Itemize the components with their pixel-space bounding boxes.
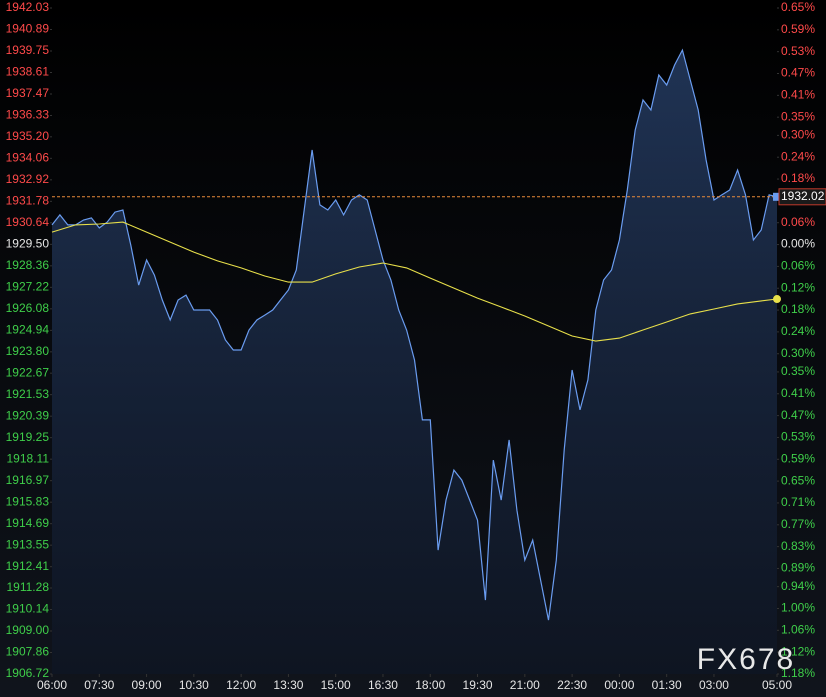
- y-tick-label: 1912.41: [6, 559, 50, 573]
- y2-tick-label: 0.06%: [781, 215, 815, 229]
- y2-tick-label: 0.24%: [781, 149, 815, 163]
- x-tick-label: 21:00: [510, 678, 540, 692]
- y2-tick-label: 0.71%: [781, 495, 815, 509]
- y-tick-label: 1915.83: [6, 494, 50, 508]
- y2-tick-label: 0.77%: [781, 517, 815, 531]
- x-tick-label: 18:00: [415, 678, 445, 692]
- y-tick-label: 1913.55: [6, 537, 50, 551]
- y2-tick-label: 0.53%: [781, 44, 815, 58]
- price-tag-box: [778, 188, 826, 206]
- y2-tick-label: 1.12%: [781, 644, 815, 658]
- y-tick-label: 1940.89: [6, 22, 50, 36]
- y2-tick-label: 0.47%: [781, 66, 815, 80]
- y-tick-label: 1937.47: [6, 86, 50, 100]
- y-tick-label: 1923.80: [6, 344, 50, 358]
- y2-tick-label: 0.41%: [781, 386, 815, 400]
- y-tick-label: 1918.11: [7, 451, 50, 465]
- y-tick-label: 1939.75: [6, 43, 50, 57]
- y-tick-label: 1922.67: [6, 365, 50, 379]
- line: [51, 221, 778, 342]
- x-tick-label: 01:30: [652, 678, 682, 692]
- y-tick-label: 1926.08: [6, 301, 50, 315]
- x-tick-label: 16:30: [368, 678, 398, 692]
- y-tick-label: 1914.69: [6, 516, 50, 530]
- y2-tick-label: 0.65%: [781, 473, 815, 487]
- last-point: [773, 295, 781, 304]
- y2-tick-label: 0.94%: [781, 579, 815, 593]
- y2-tick-label: 1.00%: [781, 601, 815, 615]
- y-tick-label: 1921.53: [6, 387, 50, 401]
- x-tick-label: 05:00: [762, 678, 792, 692]
- y-tick-label: 1929.50: [6, 237, 50, 251]
- line: [51, 48, 778, 621]
- x-tick-label: 22:30: [557, 678, 587, 692]
- x-tick-label: 07:30: [84, 678, 114, 692]
- y-tick-label: 1911.28: [7, 580, 50, 594]
- y2-tick-label: 0.59%: [781, 22, 815, 36]
- y2-tick-label: 0.06%: [781, 259, 815, 273]
- y-tick-label: 1919.25: [6, 430, 50, 444]
- y2-tick-label: 0.30%: [781, 346, 815, 360]
- x-tick-label: 06:00: [37, 678, 67, 692]
- last-point: [773, 192, 781, 201]
- y-tick-label: 1938.61: [6, 65, 50, 79]
- x-tick-label: 13:30: [273, 678, 303, 692]
- watermark: FX678: [697, 643, 795, 676]
- y-tick-label: 1916.97: [6, 473, 50, 487]
- y2-tick-label: 0.00%: [781, 237, 815, 251]
- y2-tick-label: 0.35%: [781, 109, 815, 123]
- y2-tick-label: 1.06%: [781, 622, 815, 636]
- y-tick-label: 1931.78: [6, 194, 50, 208]
- y2-tick-label: 0.83%: [781, 539, 815, 553]
- y-tick-label: 1935.20: [6, 129, 50, 143]
- y2-tick-label: 0.59%: [781, 451, 815, 465]
- y-tick-label: 1907.86: [6, 645, 50, 659]
- y2-tick-label: 0.41%: [781, 88, 815, 102]
- y-tick-label: 1927.22: [6, 280, 50, 294]
- y-tick-label: 1910.14: [6, 602, 50, 616]
- x-tick-label: 12:00: [226, 678, 256, 692]
- y2-tick-label: 0.89%: [781, 561, 815, 575]
- y-tick-label: 1920.39: [6, 408, 50, 422]
- y2-tick-label: 0.30%: [781, 128, 815, 142]
- x-tick-label: 19:30: [463, 678, 493, 692]
- y2-tick-label: 0.35%: [781, 364, 815, 378]
- y-tick-label: 1932.92: [6, 172, 50, 186]
- x-tick-label: 09:00: [132, 678, 162, 692]
- y2-tick-label: 0.18%: [781, 302, 815, 316]
- y2-tick-label: 0.24%: [781, 324, 815, 338]
- y-tick-label: 1909.00: [6, 623, 50, 637]
- y-tick-label: 1930.64: [6, 215, 50, 229]
- y2-tick-label: 0.18%: [781, 171, 815, 185]
- x-tick-label: 15:00: [321, 678, 351, 692]
- y-tick-label: 1906.72: [6, 666, 50, 680]
- y-tick-label: 1942.03: [6, 0, 50, 14]
- x-tick-label: 03:00: [699, 678, 729, 692]
- y2-tick-label: 0.65%: [781, 0, 815, 14]
- x-tick-label: 10:30: [179, 678, 209, 692]
- y2-tick-label: 1.18%: [781, 666, 815, 680]
- y2-tick-label: 0.53%: [781, 430, 815, 444]
- y2-tick-label: 0.47%: [781, 408, 815, 422]
- price-tag: 1932.02: [781, 189, 825, 203]
- y-tick-label: 1928.36: [6, 258, 50, 272]
- x-tick-label: 00:00: [604, 678, 634, 692]
- y2-tick-label: 0.12%: [781, 280, 815, 294]
- y-tick-label: 1934.06: [6, 150, 50, 164]
- y-tick-label: 1936.33: [6, 108, 50, 122]
- y-tick-label: 1924.94: [6, 323, 50, 337]
